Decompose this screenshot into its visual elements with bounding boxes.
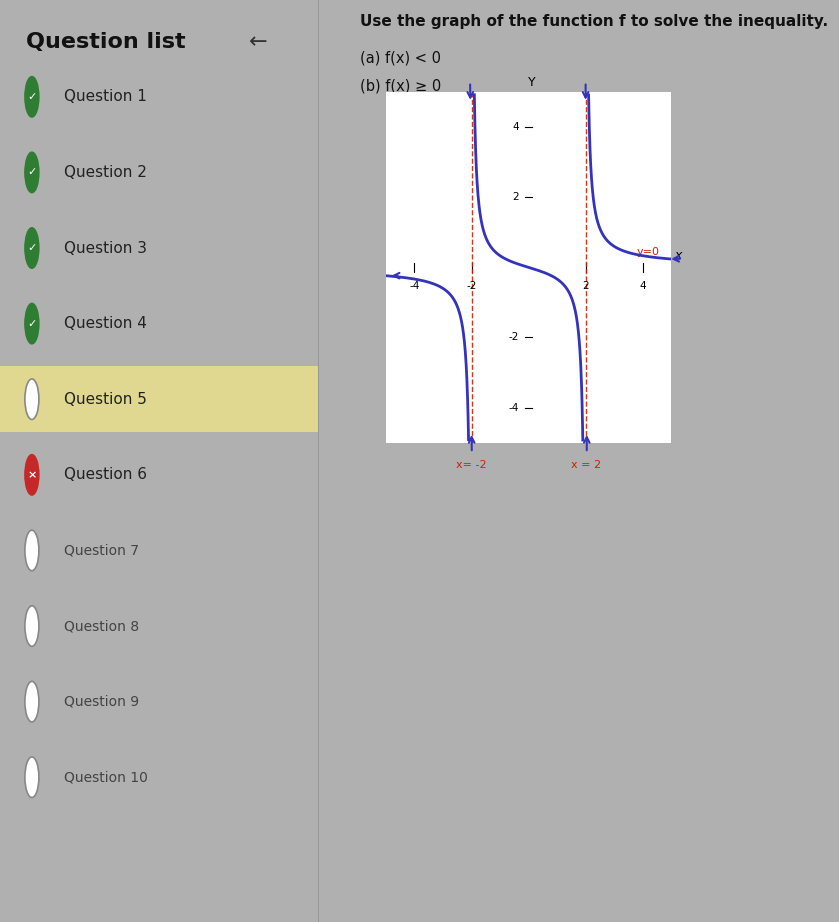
Text: x: x (674, 249, 681, 262)
Text: Question 9: Question 9 (64, 694, 139, 709)
Text: -2: -2 (466, 281, 477, 291)
Text: 2: 2 (582, 281, 589, 291)
Text: Y: Y (529, 76, 536, 89)
Text: x= -2: x= -2 (456, 460, 487, 470)
Circle shape (25, 530, 39, 571)
Text: 2: 2 (512, 193, 519, 202)
Text: Question 5: Question 5 (64, 392, 147, 407)
FancyBboxPatch shape (0, 366, 319, 432)
Text: Question 7: Question 7 (64, 543, 138, 558)
Text: ←: ← (248, 32, 268, 53)
Text: Question 6: Question 6 (64, 467, 147, 482)
Text: x = 2: x = 2 (571, 460, 601, 470)
Text: ✓: ✓ (27, 319, 37, 328)
Text: Question 2: Question 2 (64, 165, 147, 180)
Text: (a) f(x) < 0: (a) f(x) < 0 (361, 51, 441, 65)
Text: Use the graph of the function f to solve the inequality.: Use the graph of the function f to solve… (361, 14, 829, 29)
Text: -4: -4 (508, 403, 519, 412)
Text: Question 4: Question 4 (64, 316, 147, 331)
Circle shape (25, 379, 39, 420)
Circle shape (25, 152, 39, 193)
Text: -2: -2 (508, 333, 519, 342)
Text: ✓: ✓ (27, 243, 37, 253)
Circle shape (25, 228, 39, 268)
Circle shape (25, 77, 39, 117)
Text: ×: × (27, 470, 37, 479)
Text: (b) f(x) ≥ 0: (b) f(x) ≥ 0 (361, 78, 441, 93)
Circle shape (25, 455, 39, 495)
Text: Question 8: Question 8 (64, 619, 139, 633)
Text: ✓: ✓ (27, 92, 37, 101)
Text: -4: -4 (409, 281, 420, 291)
Text: Question 1: Question 1 (64, 89, 147, 104)
Circle shape (25, 606, 39, 646)
Circle shape (25, 681, 39, 722)
Text: ✓: ✓ (27, 168, 37, 177)
Circle shape (25, 303, 39, 344)
Text: Question 10: Question 10 (64, 770, 148, 785)
Text: 4: 4 (512, 123, 519, 132)
Text: 4: 4 (639, 281, 646, 291)
Text: y=0: y=0 (637, 247, 659, 257)
Text: Question 3: Question 3 (64, 241, 147, 255)
Text: Question list: Question list (25, 32, 185, 53)
Circle shape (25, 757, 39, 798)
